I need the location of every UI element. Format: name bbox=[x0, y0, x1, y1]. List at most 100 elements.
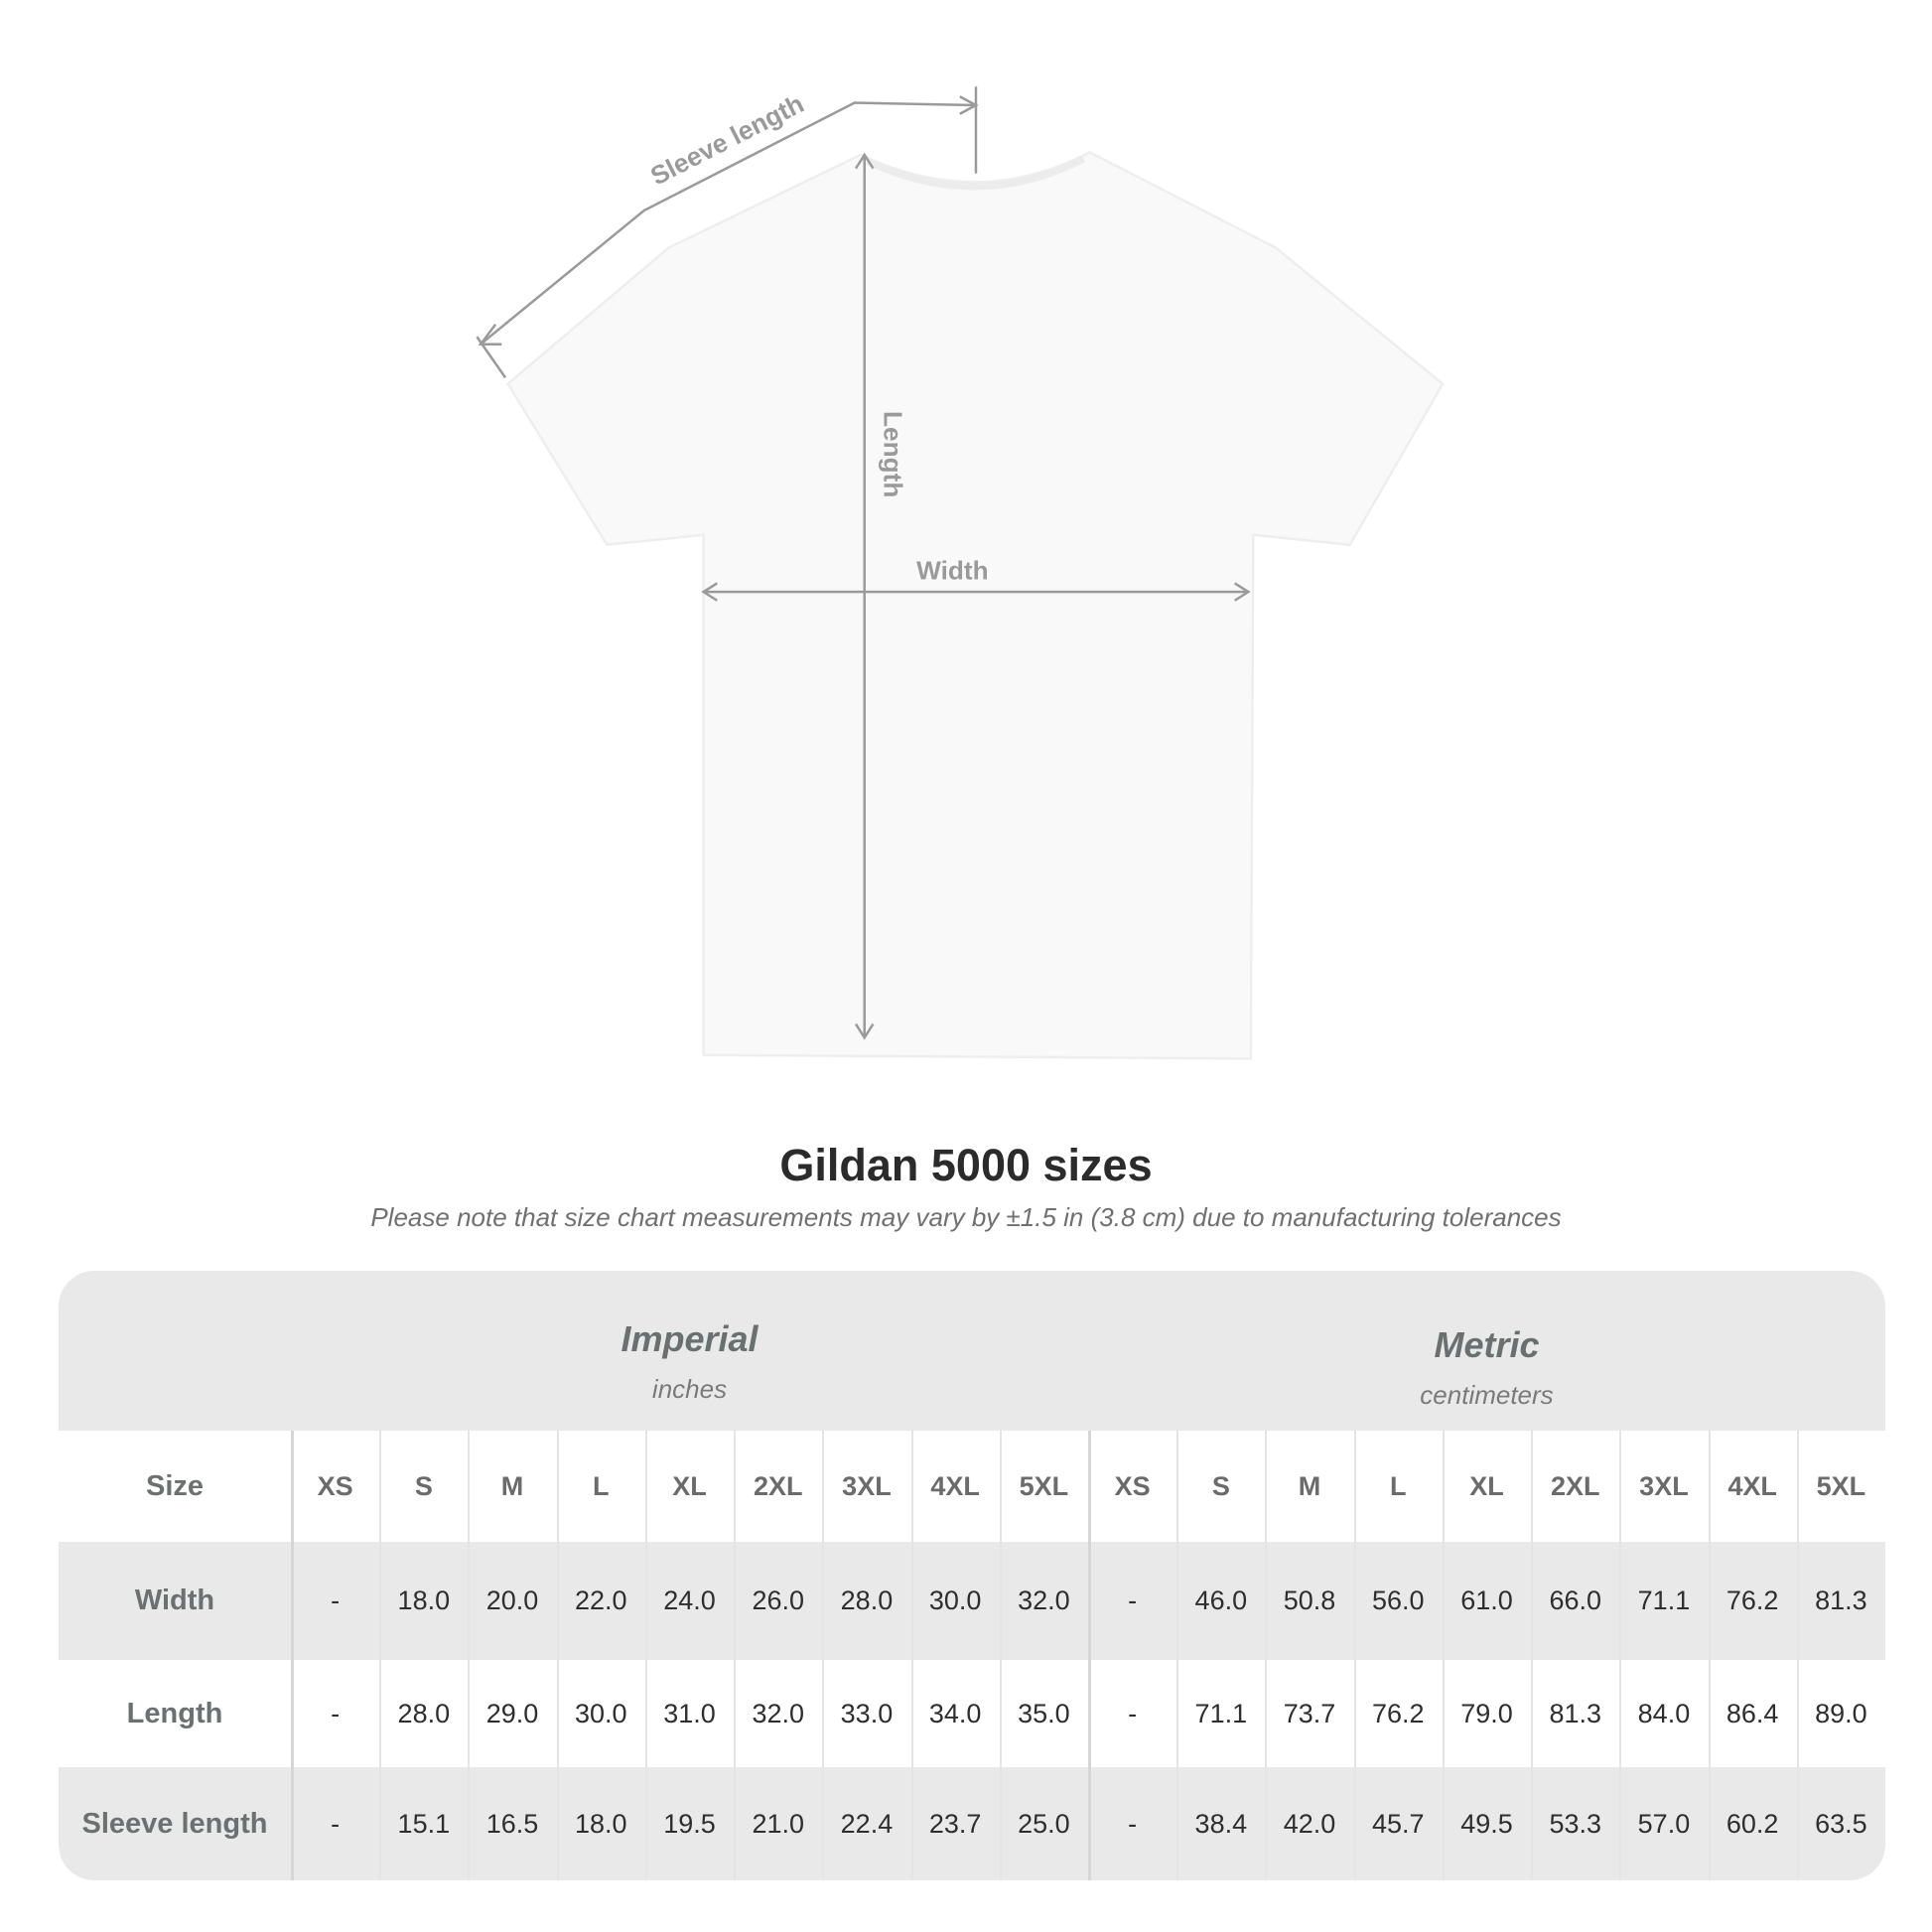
imperial-cell: 15.1 bbox=[397, 1808, 451, 1839]
imperial-cell: - bbox=[331, 1698, 341, 1728]
size-column-header: XS bbox=[1114, 1470, 1151, 1501]
column-divider bbox=[1531, 1431, 1534, 1880]
column-divider bbox=[468, 1431, 471, 1880]
imperial-cell: 30.0 bbox=[928, 1586, 982, 1615]
size-column-header: XS bbox=[317, 1470, 353, 1501]
row-label: Sleeve length bbox=[81, 1807, 268, 1840]
length-arrowhead-icon bbox=[854, 152, 875, 170]
imperial-cell: 33.0 bbox=[840, 1698, 894, 1728]
imperial-cell: 31.0 bbox=[663, 1698, 716, 1728]
column-divider bbox=[910, 1431, 913, 1880]
imperial-cell: 25.0 bbox=[1018, 1808, 1070, 1839]
size-column-header: 2XL bbox=[753, 1470, 803, 1501]
column-divider bbox=[1353, 1431, 1356, 1880]
column-divider bbox=[1796, 1431, 1799, 1880]
metric-title: Metric bbox=[1434, 1324, 1540, 1365]
metric-header: Metric centimeters bbox=[1088, 1324, 1885, 1411]
row-label: Length bbox=[126, 1697, 223, 1729]
metric-cell: - bbox=[1128, 1698, 1138, 1728]
metric-cell: 57.0 bbox=[1637, 1808, 1691, 1839]
imperial-cell: 32.0 bbox=[1018, 1586, 1070, 1615]
size-column-header: L bbox=[1390, 1470, 1407, 1501]
tolerance-note: Please note that size chart measurements… bbox=[370, 1202, 1562, 1232]
size-header: Size bbox=[145, 1469, 205, 1502]
width-arrowhead-icon bbox=[701, 582, 718, 602]
size-table: Imperial inches Metric centimeters Size X… bbox=[59, 1271, 1885, 1880]
column-divider bbox=[556, 1431, 559, 1880]
size-column-header: 5XL bbox=[1019, 1470, 1069, 1501]
imperial-cell: 20.0 bbox=[485, 1586, 539, 1615]
metric-cell: 89.0 bbox=[1815, 1698, 1867, 1728]
column-divider bbox=[734, 1431, 737, 1880]
metric-cell: 63.5 bbox=[1815, 1808, 1867, 1839]
imperial-unit: inches bbox=[651, 1374, 728, 1404]
length-label: Length bbox=[879, 411, 908, 497]
size-column-header: XL bbox=[672, 1470, 707, 1501]
size-column-header: 3XL bbox=[842, 1470, 892, 1501]
size-column-header: XL bbox=[1469, 1470, 1504, 1501]
imperial-cell: 28.0 bbox=[397, 1698, 451, 1728]
size-column-header: M bbox=[1298, 1470, 1321, 1501]
sleeve-arrowhead-icon bbox=[478, 324, 502, 345]
size-column-header: 2XL bbox=[1550, 1470, 1600, 1501]
page-title: Gildan 5000 sizes bbox=[779, 1140, 1153, 1190]
sleeve-arrowhead-icon bbox=[959, 95, 979, 115]
imperial-cell: 22.0 bbox=[574, 1586, 627, 1615]
metric-cell: 84.0 bbox=[1637, 1698, 1691, 1728]
column-divider bbox=[291, 1431, 294, 1880]
imperial-cell: 21.0 bbox=[752, 1808, 804, 1839]
metric-cell: 38.4 bbox=[1194, 1808, 1248, 1839]
metric-cell: - bbox=[1128, 1586, 1138, 1615]
metric-cell: 49.5 bbox=[1460, 1808, 1513, 1839]
column-divider bbox=[1619, 1431, 1622, 1880]
header-band bbox=[59, 1271, 1885, 1431]
imperial-cell: 34.0 bbox=[928, 1698, 982, 1728]
tshirt-shape bbox=[505, 150, 1445, 1060]
metric-cell: 86.4 bbox=[1725, 1698, 1779, 1728]
size-column-header: L bbox=[593, 1470, 610, 1501]
imperial-cell: 24.0 bbox=[663, 1586, 716, 1615]
imperial-cell: 32.0 bbox=[752, 1698, 804, 1728]
metric-cell: 76.2 bbox=[1725, 1586, 1779, 1615]
metric-unit: centimeters bbox=[1420, 1380, 1554, 1410]
imperial-cell: 30.0 bbox=[574, 1698, 627, 1728]
metric-cell: 71.1 bbox=[1194, 1698, 1248, 1728]
imperial-cell: 19.5 bbox=[663, 1808, 716, 1839]
imperial-cell: 16.5 bbox=[485, 1808, 539, 1839]
imperial-cell: 22.4 bbox=[840, 1808, 894, 1839]
width-label: Width bbox=[916, 556, 988, 586]
size-column-header: 3XL bbox=[1639, 1470, 1689, 1501]
metric-cell: 42.0 bbox=[1283, 1808, 1336, 1839]
column-divider bbox=[999, 1431, 1002, 1880]
metric-cell: 45.7 bbox=[1371, 1808, 1425, 1839]
imperial-cell: - bbox=[331, 1808, 341, 1839]
metric-cell: 61.0 bbox=[1460, 1586, 1513, 1615]
column-divider bbox=[822, 1431, 825, 1880]
imperial-cell: 29.0 bbox=[485, 1698, 539, 1728]
metric-cell: 53.3 bbox=[1549, 1808, 1601, 1839]
metric-cell: 73.7 bbox=[1283, 1698, 1336, 1728]
column-divider bbox=[379, 1431, 382, 1880]
size-column-header: S bbox=[1211, 1470, 1230, 1501]
column-divider bbox=[644, 1431, 647, 1880]
metric-cell: 66.0 bbox=[1549, 1586, 1601, 1615]
sleeve-length-arrow bbox=[480, 101, 977, 345]
column-divider bbox=[1265, 1431, 1268, 1880]
imperial-cell: 18.0 bbox=[574, 1808, 627, 1839]
metric-cell: 50.8 bbox=[1283, 1586, 1336, 1615]
metric-cell: 81.3 bbox=[1549, 1698, 1601, 1728]
column-divider bbox=[1088, 1431, 1091, 1880]
size-column-header: 5XL bbox=[1816, 1470, 1866, 1501]
imperial-cell: 23.7 bbox=[928, 1808, 982, 1839]
size-column-header: S bbox=[414, 1470, 433, 1501]
row-label: Width bbox=[134, 1585, 215, 1616]
column-divider bbox=[1176, 1431, 1179, 1880]
collar bbox=[865, 155, 1086, 191]
imperial-title: Imperial bbox=[621, 1318, 759, 1359]
metric-cell: 81.3 bbox=[1815, 1586, 1867, 1615]
length-arrowhead-icon bbox=[854, 1023, 875, 1040]
imperial-cell: 35.0 bbox=[1018, 1698, 1070, 1728]
metric-cell: 79.0 bbox=[1460, 1698, 1513, 1728]
imperial-cell: - bbox=[331, 1586, 341, 1615]
row-band bbox=[59, 1542, 1885, 1660]
